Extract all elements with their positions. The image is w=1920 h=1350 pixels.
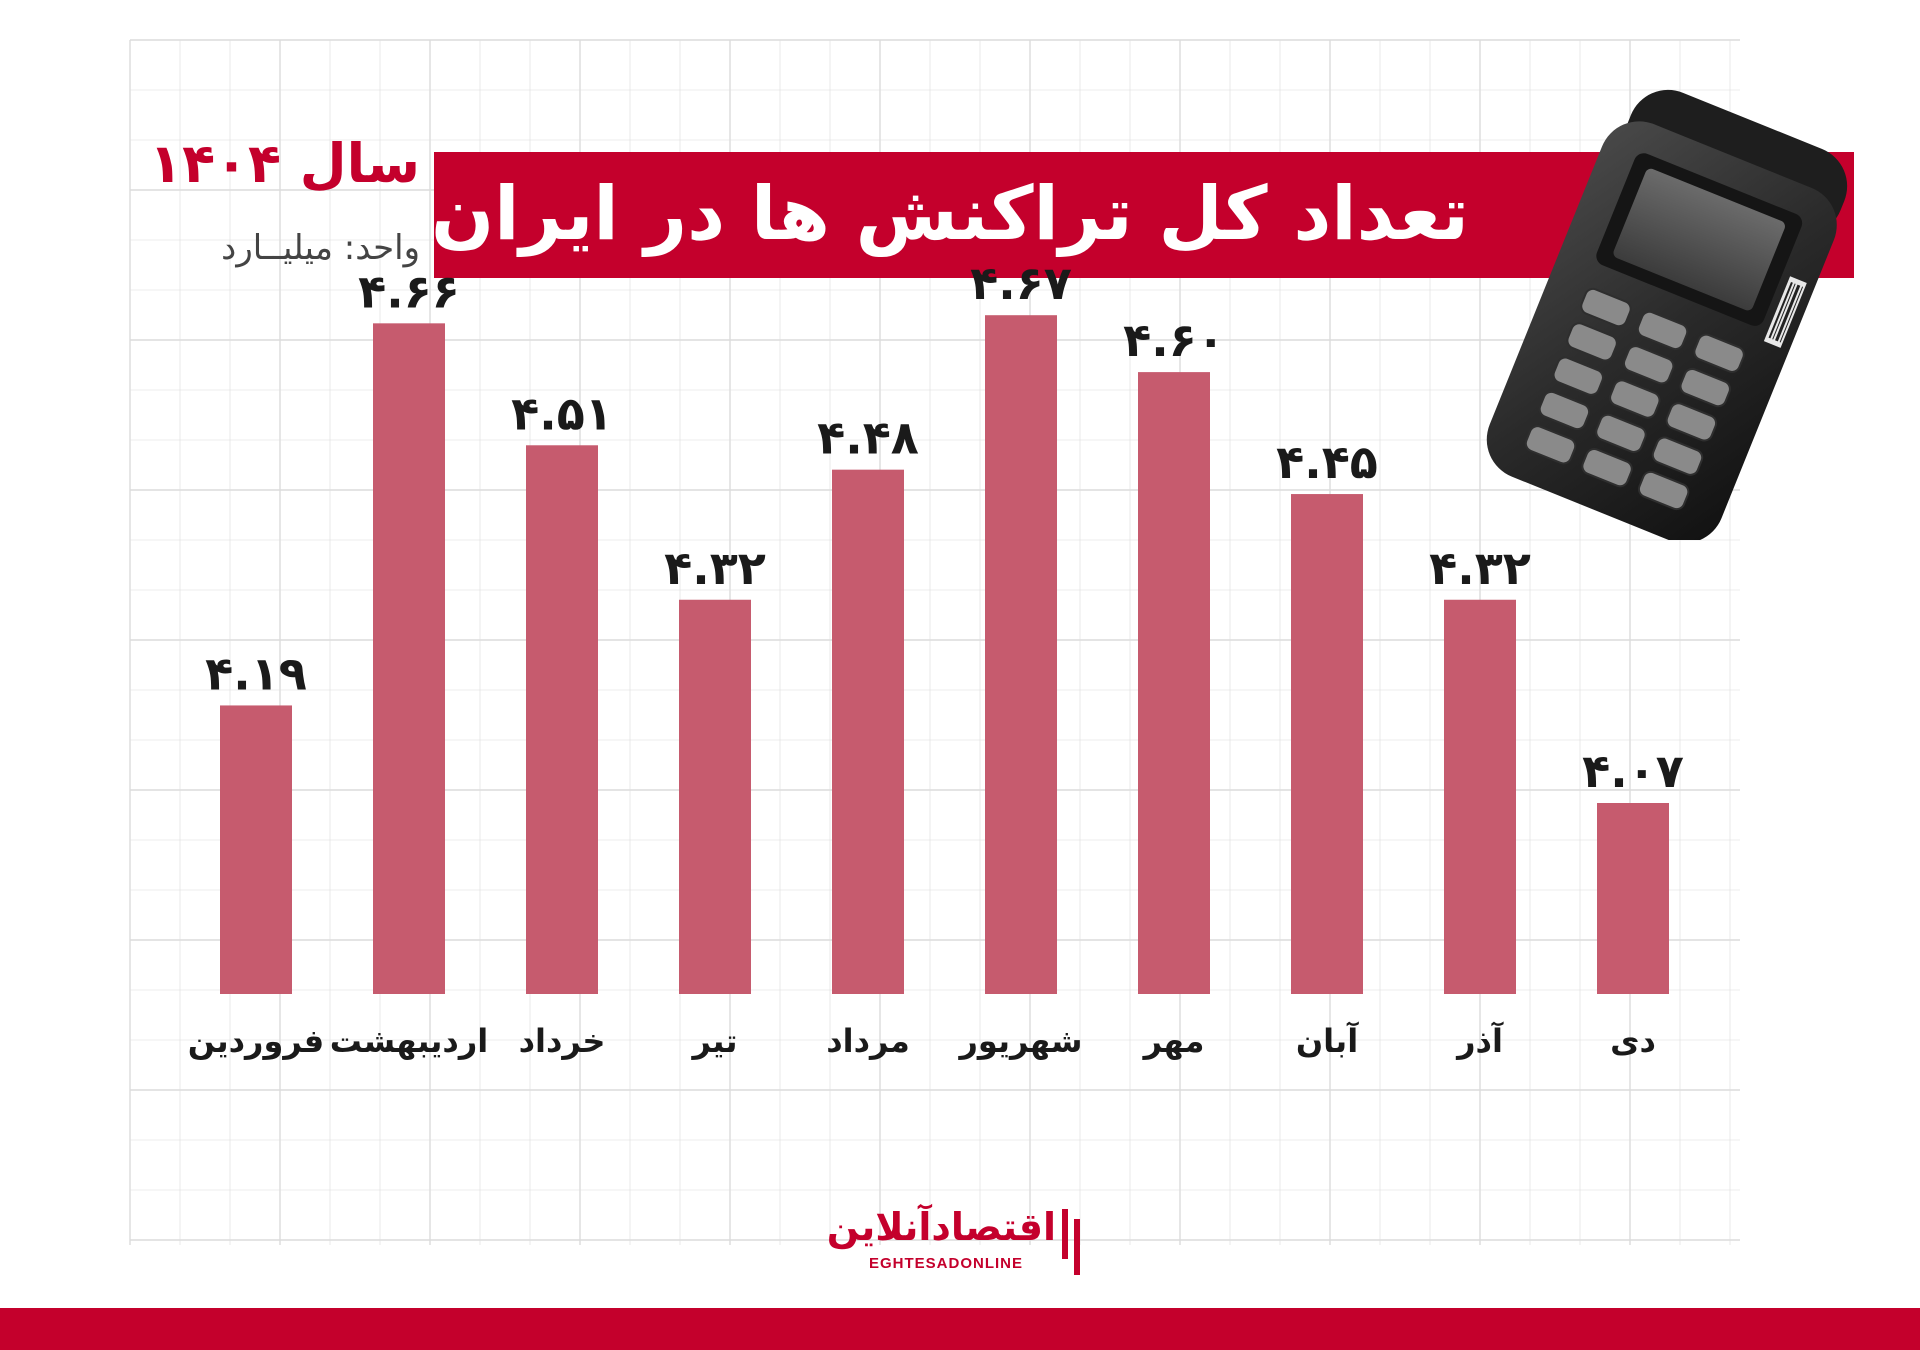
category-label: آذر: [1455, 1021, 1504, 1060]
logo-text-fa: اقتصادآنلاین: [826, 1205, 1056, 1249]
bar: [1444, 599, 1516, 994]
bar: [1138, 372, 1210, 994]
data-label: ۴.۳۲: [664, 541, 766, 595]
logo-text-en: EGHTESADONLINE: [868, 1255, 1023, 1272]
bar: [985, 315, 1057, 994]
data-label: ۴.۶۷: [970, 256, 1072, 310]
data-label: ۴.۶۶: [358, 264, 460, 318]
data-label: ۴.۳۲: [1429, 541, 1531, 595]
bar: [373, 323, 445, 995]
bottom-bar: [0, 1308, 1920, 1350]
bar: [1291, 494, 1363, 994]
data-label: ۴.۰۷: [1582, 744, 1684, 798]
year-label: سال ۱۴۰۴: [149, 132, 420, 195]
data-label: ۴.۴۵: [1276, 435, 1378, 489]
data-label: ۴.۴۸: [817, 411, 919, 465]
category-label: اردیبهشت: [330, 1022, 488, 1060]
category-label: تیر: [691, 1022, 738, 1060]
category-label: دی: [1610, 1022, 1656, 1060]
pos-terminal-image: [1450, 80, 1870, 544]
unit-label: واحد: میلیــارد: [221, 228, 420, 268]
category-label: مهر: [1142, 1022, 1205, 1060]
category-label: آبان: [1296, 1021, 1359, 1060]
data-label: ۴.۶۰: [1123, 313, 1225, 367]
bar: [526, 445, 598, 994]
bar: [220, 705, 292, 994]
bar: [679, 599, 751, 994]
category-label: خرداد: [519, 1022, 606, 1060]
logo-mark-icon: [1062, 1209, 1080, 1275]
bar: [832, 469, 904, 994]
data-label: ۴.۱۹: [205, 646, 307, 700]
bar: [1597, 803, 1669, 994]
brand-logo: اقتصادآنلاین EGHTESADONLINE: [826, 1205, 1086, 1285]
category-label: شهریور: [958, 1022, 1083, 1060]
chart-title: تعداد کل تراکنش ها در ایران: [431, 171, 1469, 257]
category-label: فروردین: [188, 1022, 324, 1060]
data-label: ۴.۵۱: [511, 386, 613, 440]
category-label: مرداد: [826, 1022, 910, 1060]
